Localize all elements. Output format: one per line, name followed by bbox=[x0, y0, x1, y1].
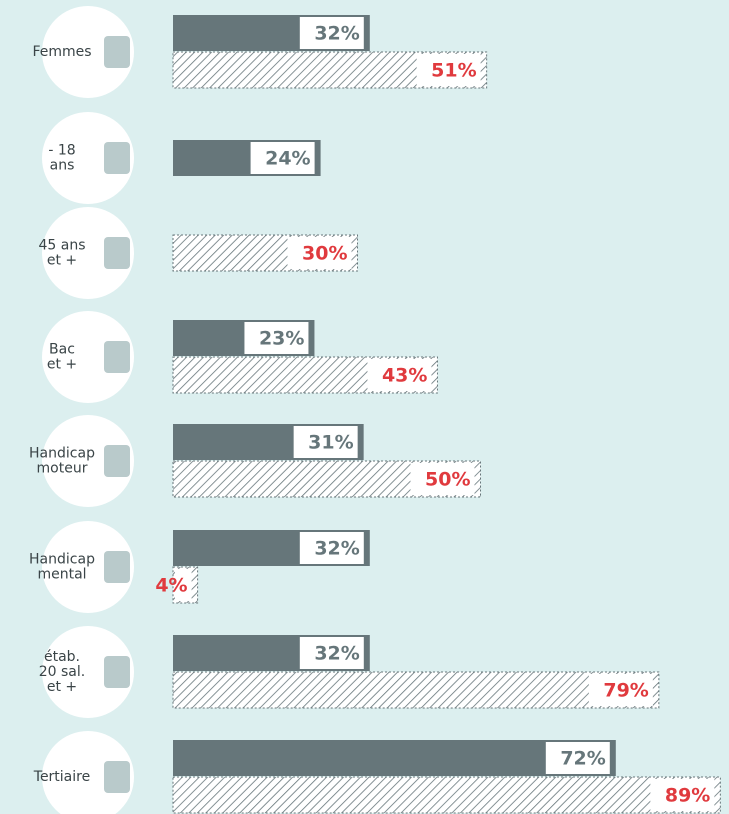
category-icon bbox=[42, 6, 134, 98]
value-label: 79% bbox=[603, 680, 648, 702]
category-label: Tertiaire bbox=[33, 769, 90, 785]
category-icon bbox=[42, 626, 134, 718]
category-icon bbox=[42, 731, 134, 814]
value-label: 32% bbox=[314, 643, 359, 665]
label-box bbox=[293, 426, 358, 458]
category-icon bbox=[42, 415, 134, 507]
value-label: 30% bbox=[302, 243, 347, 265]
value-label: 51% bbox=[431, 60, 476, 82]
category-label: Handicap moteur bbox=[29, 446, 95, 477]
value-label: 24% bbox=[265, 148, 310, 170]
icon-shape bbox=[104, 445, 130, 477]
icon-shape bbox=[104, 341, 130, 373]
label-box bbox=[545, 742, 610, 774]
category-icon bbox=[42, 112, 134, 204]
category-label: Handicap mental bbox=[29, 552, 95, 583]
label-box bbox=[367, 359, 432, 391]
label-box bbox=[410, 463, 475, 495]
label-box bbox=[416, 54, 481, 86]
category-icon bbox=[42, 521, 134, 613]
value-label: 32% bbox=[314, 23, 359, 45]
value-label: 72% bbox=[560, 748, 605, 770]
value-label: 23% bbox=[259, 328, 304, 350]
bar bbox=[172, 776, 721, 814]
bar bbox=[173, 740, 616, 776]
icon-shape bbox=[104, 237, 130, 269]
category-icon bbox=[42, 311, 134, 403]
value-label: 31% bbox=[308, 432, 353, 454]
value-label: 32% bbox=[314, 538, 359, 560]
label-box bbox=[250, 142, 315, 174]
label-box bbox=[287, 237, 352, 269]
bar bbox=[172, 671, 660, 709]
value-label: 50% bbox=[425, 469, 470, 491]
icon-shape bbox=[104, 36, 130, 68]
category-label: Femmes bbox=[32, 44, 91, 60]
value-label: 89% bbox=[665, 785, 710, 807]
label-box bbox=[299, 532, 364, 564]
icon-shape bbox=[104, 551, 130, 583]
category-label: - 18 ans bbox=[48, 143, 75, 174]
label-box bbox=[299, 637, 364, 669]
label-box bbox=[650, 779, 715, 811]
category-label: 45 ans et + bbox=[38, 238, 85, 269]
icon-shape bbox=[104, 761, 130, 793]
label-box bbox=[175, 569, 192, 601]
label-box bbox=[299, 17, 364, 49]
category-label: Bac et + bbox=[47, 342, 77, 373]
value-label: 43% bbox=[382, 365, 427, 387]
label-box bbox=[588, 674, 653, 706]
icon-shape bbox=[104, 656, 130, 688]
category-icon bbox=[42, 207, 134, 299]
label-box bbox=[244, 322, 309, 354]
category-label: étab. 20 sal. et + bbox=[39, 649, 85, 695]
value-label: 4% bbox=[155, 575, 187, 597]
icon-shape bbox=[104, 142, 130, 174]
